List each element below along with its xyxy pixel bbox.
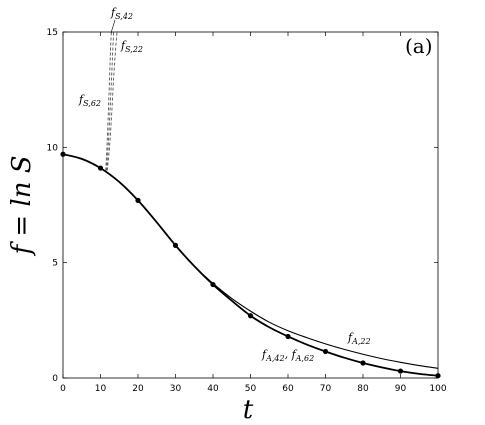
annotation-f-a22: fA,22	[347, 331, 371, 346]
x-tick-label: 80	[357, 384, 369, 394]
x-tick-label: 10	[95, 384, 107, 394]
annotation-f-s22: fS,22	[120, 39, 143, 54]
y-tick-label: 0	[52, 374, 58, 384]
data-point	[97, 165, 104, 171]
data-point	[435, 373, 441, 379]
data-point	[360, 360, 366, 366]
x-axis-label: t	[243, 395, 254, 425]
x-tick-label: 90	[395, 384, 407, 394]
x-tick-label: 50	[245, 384, 257, 394]
data-point	[285, 333, 291, 340]
plot-area-border	[62, 31, 439, 379]
annotation-f-s42: fS,42	[110, 6, 133, 21]
series-line-2	[106, 31, 118, 171]
data-point	[172, 242, 179, 248]
data-point	[322, 348, 329, 355]
plot-frame	[62, 31, 439, 379]
series-line-3	[106, 31, 115, 171]
annotation-f-s62: fS,62	[78, 93, 101, 108]
axis-ticks: 0 10 20 30 40 50 60 70 80 90 100 0 5 10 15	[47, 28, 447, 394]
x-tick-label: 20	[132, 384, 144, 394]
x-tick-label: 100	[429, 384, 446, 394]
data-point	[247, 313, 254, 319]
data-point	[210, 281, 216, 288]
data-point	[60, 151, 66, 157]
x-tick-label: 30	[170, 384, 182, 394]
data-point	[135, 197, 141, 203]
series-line-4	[105, 31, 112, 171]
data-point	[397, 368, 404, 374]
y-axis-label: f = ln S	[7, 155, 37, 256]
data-points	[60, 151, 441, 379]
x-tick-label: 70	[320, 384, 332, 394]
x-tick-label: 40	[207, 384, 219, 394]
y-tick-label: 15	[47, 28, 58, 38]
annotation-f-a42-a62: fA,42, fA,62	[261, 348, 314, 363]
panel-label: (a)	[405, 34, 433, 58]
series-layer	[62, 31, 439, 377]
y-tick-label: 5	[52, 259, 58, 269]
series-line-0	[62, 153, 439, 369]
y-tick-label: 10	[47, 143, 59, 153]
x-tick-label: 60	[282, 384, 294, 394]
x-tick-label: 0	[60, 384, 66, 394]
series-line-1	[62, 153, 439, 377]
annotation-leader-s42	[110, 19, 116, 34]
